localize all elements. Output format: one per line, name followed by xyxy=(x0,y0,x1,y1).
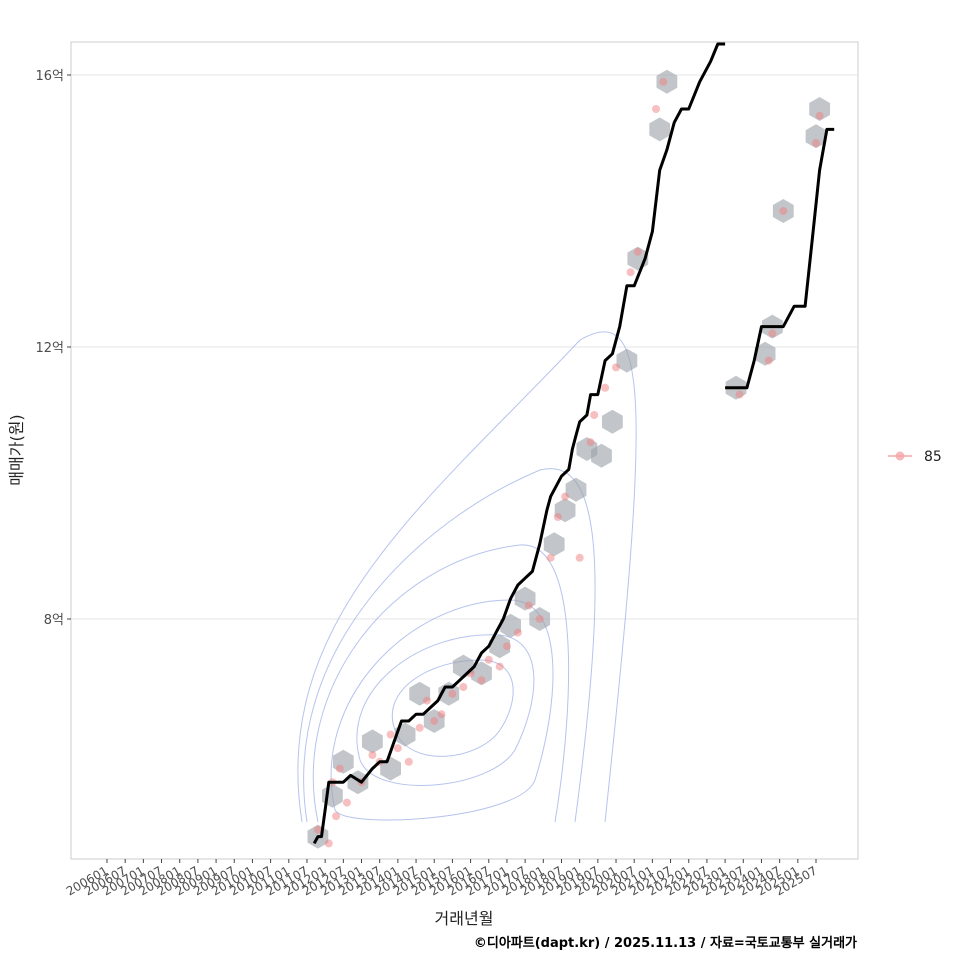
data-point-29 xyxy=(575,553,584,562)
data-point-22 xyxy=(502,642,511,651)
gridlines xyxy=(71,74,858,620)
trend-line-2 xyxy=(725,127,835,390)
y-tick-label-0: 8억 xyxy=(44,613,64,628)
data-point-19 xyxy=(477,676,486,685)
data-point-25 xyxy=(535,615,544,623)
trend-lines xyxy=(312,42,835,845)
data-point-33 xyxy=(612,363,621,372)
data-point-43 xyxy=(815,111,824,120)
data-point-34 xyxy=(626,268,635,277)
data-point-21 xyxy=(495,662,504,671)
x-axis-ticks: 2006012006072007012007072008012008072009… xyxy=(64,859,820,899)
data-point-28 xyxy=(561,492,570,501)
hex-bin-31 xyxy=(809,97,830,121)
data-point-11 xyxy=(404,757,413,766)
data-point-38 xyxy=(735,390,744,399)
data-point-41 xyxy=(779,207,788,215)
hex-bin-11 xyxy=(471,661,492,686)
contour-ring-5 xyxy=(303,468,596,823)
y-tick-label-1: 12억 xyxy=(35,341,64,356)
data-point-24 xyxy=(524,601,533,610)
data-point-0 xyxy=(313,825,322,834)
data-point-36 xyxy=(652,105,661,113)
hex-bin-22 xyxy=(616,348,638,373)
data-point-5 xyxy=(342,798,351,807)
caption: ©디아파트(dapt.kr) / 2025.11.13 / 자료=국토교통부 실… xyxy=(474,935,857,951)
hex-bin-30 xyxy=(805,124,827,149)
data-point-20 xyxy=(484,655,493,664)
data-point-14 xyxy=(430,717,439,725)
data-point-37 xyxy=(659,77,668,86)
data-point-42 xyxy=(812,139,820,147)
hex-bin-24 xyxy=(649,117,670,142)
plot-panel xyxy=(70,41,859,860)
legend-label: 85 xyxy=(924,449,942,465)
density-contours xyxy=(297,331,637,823)
y-axis-ticks: 8억 12억 16억 xyxy=(35,69,71,628)
data-point-7 xyxy=(368,751,377,759)
data-point-12 xyxy=(415,723,424,732)
hex-bin-4 xyxy=(362,729,383,754)
scatter-points xyxy=(313,77,824,848)
y-axis-title: 매매가(원) xyxy=(7,414,26,485)
data-point-2 xyxy=(332,812,341,821)
data-point-40 xyxy=(768,329,777,338)
legend-key-point xyxy=(895,451,905,461)
contour-ring-3 xyxy=(330,599,554,821)
hex-bin-18 xyxy=(565,477,587,502)
hex-bin-21 xyxy=(602,409,623,434)
data-point-16 xyxy=(448,689,457,698)
data-point-4 xyxy=(335,764,344,773)
data-point-35 xyxy=(633,247,642,256)
data-point-32 xyxy=(601,383,610,392)
contour-ring-2 xyxy=(356,634,535,786)
data-point-26 xyxy=(546,553,555,562)
data-point-30 xyxy=(586,438,595,447)
data-point-39 xyxy=(764,356,773,365)
data-point-23 xyxy=(513,628,522,637)
data-point-1 xyxy=(324,839,333,848)
data-point-27 xyxy=(553,513,562,521)
hex-bin-12 xyxy=(489,634,511,659)
data-point-17 xyxy=(459,683,468,691)
data-point-15 xyxy=(437,710,446,719)
hex-bin-20 xyxy=(591,443,612,468)
trend-line-1 xyxy=(312,42,726,845)
contour-ring-1 xyxy=(391,659,514,757)
y-tick-label-2: 16억 xyxy=(35,69,64,84)
data-point-10 xyxy=(393,744,402,753)
x-axis-title: 거래년월 xyxy=(435,909,494,928)
contour-ring-4 xyxy=(312,544,570,823)
data-point-13 xyxy=(422,696,431,705)
data-point-31 xyxy=(590,411,599,419)
legend: 85 xyxy=(888,449,942,465)
data-point-9 xyxy=(386,730,395,739)
contour-ring-6 xyxy=(297,331,637,823)
hex-bin-16 xyxy=(543,532,565,557)
